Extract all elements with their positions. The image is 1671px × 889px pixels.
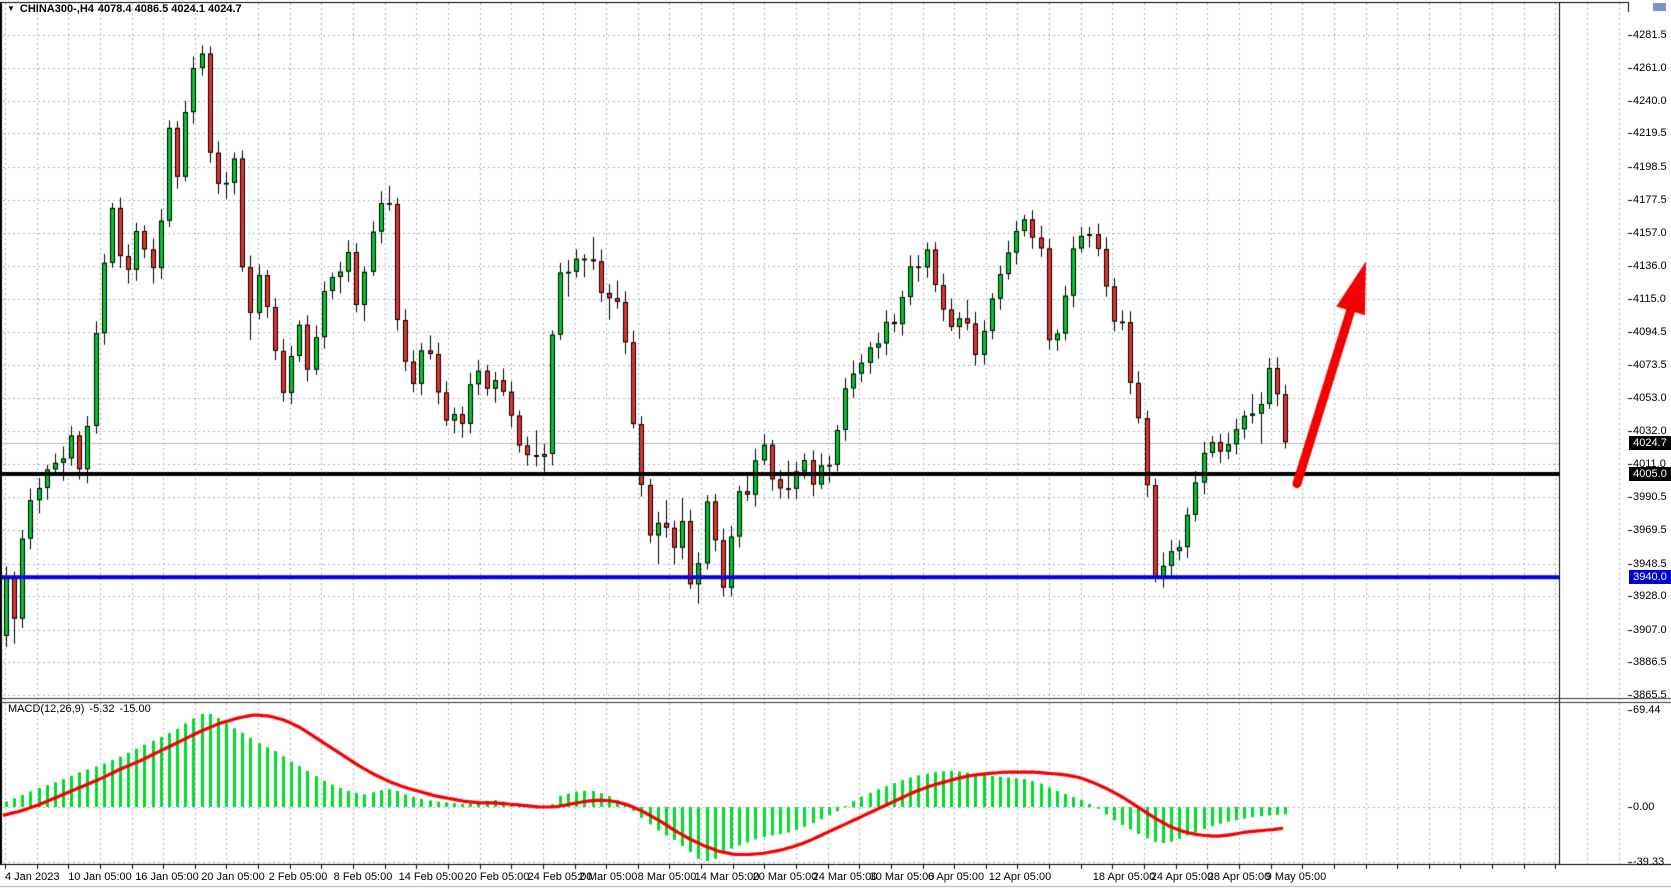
price-tick-label: 4240.0 (1633, 94, 1667, 107)
macd-indicator-label: MACD(12,26,9) -5.32 -15.00 (8, 703, 156, 716)
symbol-info: ▼ CHINA300-,H4 4078.4 4086.5 4024.1 4024.7 (7, 3, 246, 16)
price-tick-label: 4053.0 (1633, 391, 1667, 404)
current-price-badge: 4024.7 (1629, 435, 1671, 450)
price-tick-label: 3907.0 (1633, 623, 1667, 636)
time-axis-label: 2 Mar 05:00 (578, 871, 638, 883)
price-tick-label: 4198.5 (1633, 160, 1667, 173)
time-axis-label: 10 Jan 05:00 (68, 871, 132, 883)
time-axis-label: 12 Apr 05:00 (988, 871, 1052, 883)
ohlc-readout: 4078.4 4086.5 4024.1 4024.7 (97, 3, 242, 15)
symbol-dropdown-icon[interactable]: ▼ (7, 4, 15, 13)
price-tick-label: 4157.0 (1633, 226, 1667, 239)
time-axis-label: 30 Mar 05:00 (869, 871, 935, 883)
price-tick-label: 4073.5 (1633, 359, 1667, 372)
price-tick-label: 3969.5 (1633, 524, 1667, 537)
price-tick-label: 3928.0 (1633, 590, 1667, 603)
time-axis-label: 28 Apr 05:00 (1207, 871, 1271, 883)
time-axis-label: 20 Jan 05:00 (201, 871, 265, 883)
macd-tick-label: -39.33 (1633, 855, 1665, 868)
price-tick-label: 4115.0 (1633, 293, 1666, 306)
price-tick-label: 4094.5 (1633, 325, 1667, 338)
time-axis-label: 8 Feb 05:00 (333, 871, 393, 883)
support-level-badge: 3940.0 (1629, 570, 1671, 585)
time-axis-label: 20 Feb 05:00 (464, 871, 530, 883)
price-tick-label: 3865.5 (1633, 689, 1667, 702)
time-axis-label: 2 Feb 05:00 (268, 871, 328, 883)
time-axis-label: 24 Apr 05:00 (1150, 871, 1214, 883)
time-axis-label: 6 Apr 05:00 (927, 871, 985, 883)
time-axis-label: 24 Feb 05:00 (527, 871, 593, 883)
time-axis-label: 20 Mar 05:00 (752, 871, 818, 883)
price-tick-label: 4219.5 (1633, 127, 1667, 140)
price-tick-label: 3948.5 (1633, 557, 1667, 570)
price-tick-label: 4261.0 (1633, 61, 1667, 74)
price-tick-label: 4136.0 (1633, 260, 1667, 273)
time-axis-label: 24 Mar 05:00 (812, 871, 878, 883)
macd-tick-label: 69.44 (1633, 703, 1661, 716)
time-axis-label: 9 May 05:00 (1265, 871, 1327, 883)
time-axis-label: 14 Feb 05:00 (398, 871, 464, 883)
price-tick-label: 4281.5 (1633, 29, 1667, 41)
macd-tick-label: 0.00 (1633, 801, 1655, 813)
macd-value: -5.32 (89, 703, 115, 715)
price-tick-label: 4177.5 (1633, 194, 1667, 207)
time-axis-label: 18 Apr 05:00 (1092, 871, 1156, 883)
macd-signal-value: -15.00 (119, 703, 151, 715)
time-axis-label: 16 Jan 05:00 (135, 871, 199, 883)
macd-name: MACD(12,26,9) (8, 703, 85, 715)
time-axis-label: 8 Mar 05:00 (637, 871, 697, 883)
time-axis-label: 14 Mar 05:00 (694, 871, 760, 883)
resistance-level-badge: 4005.0 (1629, 467, 1671, 481)
price-tick-label: 4032.0 (1633, 425, 1667, 438)
time-axis-label: 4 Jan 2023 (5, 871, 60, 883)
price-tick-label: 3990.5 (1633, 491, 1667, 504)
corner-widget[interactable] (1653, 3, 1666, 11)
symbol-timeframe-label: CHINA300-,H4 (19, 3, 94, 15)
price-tick-label: 3886.5 (1633, 656, 1667, 669)
